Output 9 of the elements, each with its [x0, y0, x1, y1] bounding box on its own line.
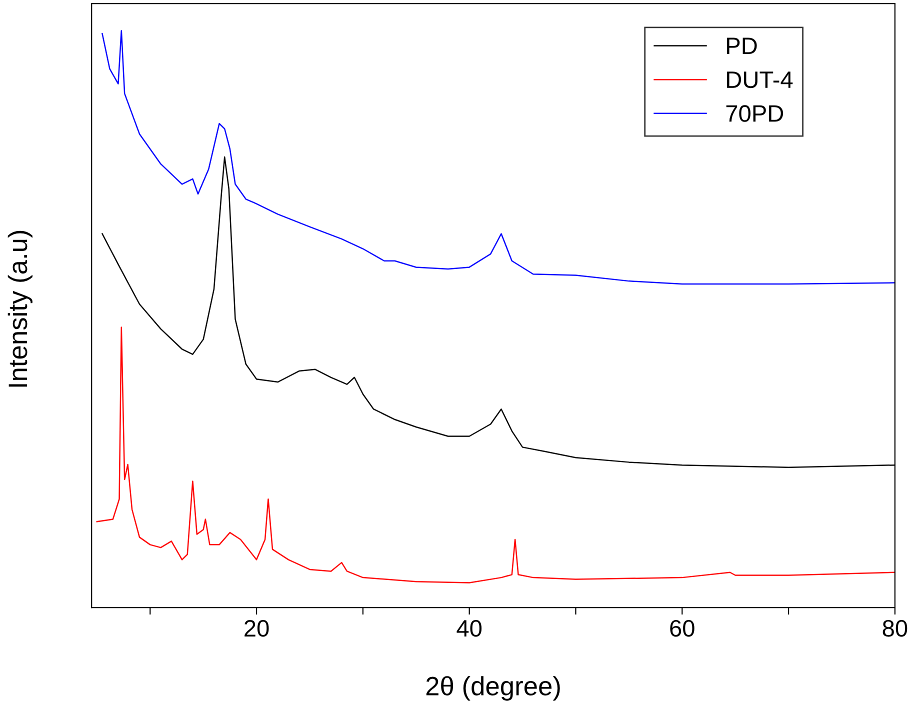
legend-label: 70PD: [726, 105, 784, 122]
x-tick-label: 40: [456, 620, 482, 637]
x-tick-label: 80: [882, 620, 908, 637]
x-tick-label: 20: [244, 620, 269, 637]
y-axis-title: Intensity (a.u): [8, 230, 32, 387]
legend-label: PD: [727, 38, 757, 54]
legend-label: DUT-4: [727, 72, 793, 88]
x-axis-title: 2θ (degree): [426, 676, 560, 701]
x-tick-label: 60: [670, 620, 694, 637]
